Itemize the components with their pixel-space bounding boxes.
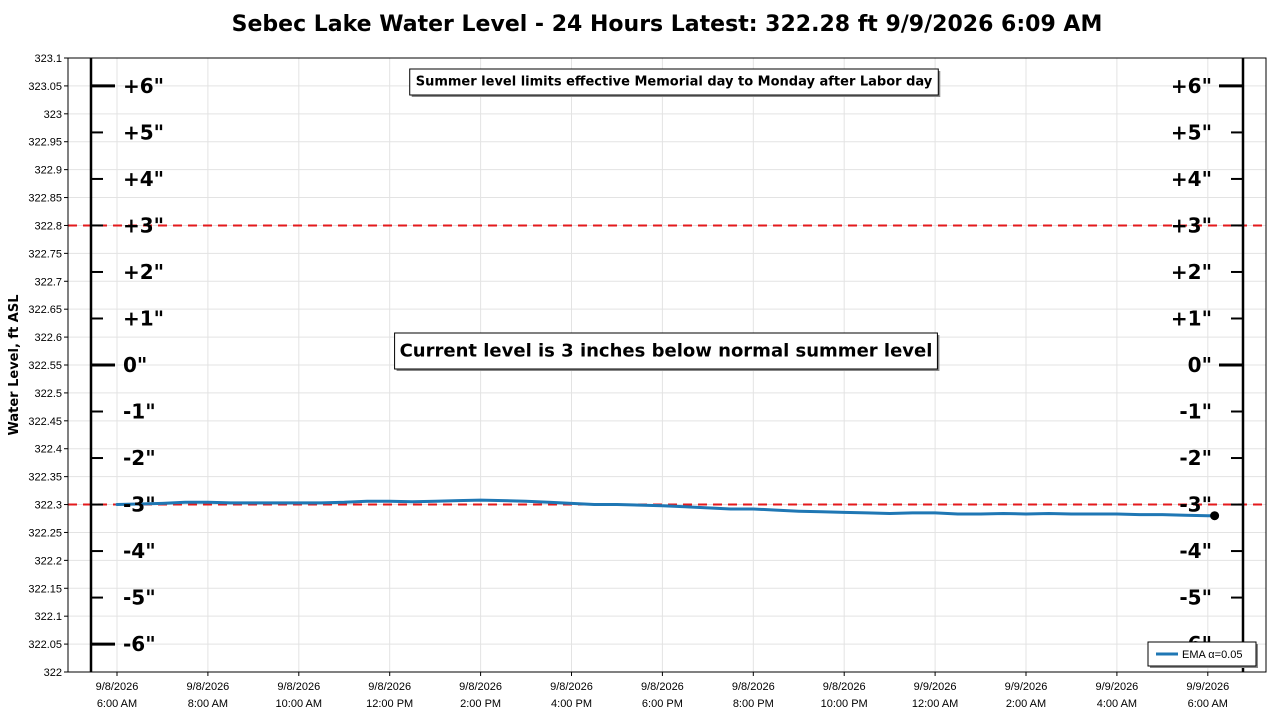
- x-tick-label-time: 2:00 PM: [460, 698, 501, 710]
- y-tick-label: 322.2: [34, 555, 62, 567]
- inch-label-right: -1": [1179, 400, 1212, 424]
- x-tick-label-date: 9/8/2026: [550, 681, 593, 693]
- y-tick-label: 322.4: [34, 444, 62, 456]
- y-tick-label: 322.8: [34, 220, 62, 232]
- annotations: Summer level limits effective Memorial d…: [394, 68, 941, 371]
- inch-label-left: -2": [123, 446, 156, 470]
- x-tick-label-time: 12:00 AM: [912, 698, 958, 710]
- x-tick-label-date: 9/8/2026: [732, 681, 775, 693]
- x-tick-label-time: 10:00 PM: [821, 698, 868, 710]
- y-tick-label: 322.45: [28, 416, 62, 428]
- y-tick-label: 322.15: [28, 583, 62, 595]
- y-tick-label: 323: [44, 109, 62, 121]
- inch-label-left: +3": [123, 213, 164, 237]
- y-tick-label: 322.35: [28, 472, 62, 484]
- y-tick-labels: 322 322.05 322.1 322.15 322.2 322.25 322.3 322.…: [28, 53, 68, 679]
- y-tick-label: 322.7: [34, 276, 62, 288]
- y-tick-label: 322.6: [34, 332, 62, 344]
- y-tick-label: 322.3: [34, 500, 62, 512]
- inch-label-left: +6": [123, 74, 164, 98]
- inch-label-right: +2": [1171, 260, 1212, 284]
- x-tick-label-time: 4:00 AM: [1097, 698, 1137, 710]
- inch-label-left: +5": [123, 120, 164, 144]
- x-tick-label-date: 9/8/2026: [277, 681, 320, 693]
- inch-label-left: -4": [123, 539, 156, 563]
- x-tick-labels: 9/8/2026 6:00 AM 9/8/2026 8:00 AM 9/8/2026 10…: [96, 672, 1229, 710]
- legend-label: EMA α=0.05: [1182, 649, 1242, 661]
- x-tick-label-time: 12:00 PM: [366, 698, 413, 710]
- x-tick-label-date: 9/9/2026: [1005, 681, 1048, 693]
- inch-label-left: -1": [123, 400, 156, 424]
- series-layer: [115, 498, 1220, 521]
- y-tick-label: 322.1: [34, 611, 62, 623]
- inch-label-right: +6": [1171, 74, 1212, 98]
- inch-label-right: -5": [1179, 586, 1212, 610]
- y-tick-label: 322.05: [28, 639, 62, 651]
- chart-title: Sebec Lake Water Level - 24 Hours Latest…: [232, 12, 1103, 37]
- x-tick-label-date: 9/9/2026: [1095, 681, 1138, 693]
- x-tick-label-time: 10:00 AM: [276, 698, 322, 710]
- y-axis-label: Water Level, ft ASL: [7, 294, 22, 435]
- current-level-note-text: Current level is 3 inches below normal s…: [400, 341, 933, 362]
- inch-label-right: +5": [1171, 120, 1212, 144]
- legend: EMA α=0.05: [1147, 641, 1258, 668]
- summer-limits-note: Summer level limits effective Memorial d…: [409, 68, 941, 97]
- x-tick-label-time: 4:00 PM: [551, 698, 592, 710]
- y-tick-label: 322: [44, 667, 62, 679]
- x-tick-label-date: 9/8/2026: [368, 681, 411, 693]
- y-tick-label: 322.9: [34, 165, 62, 177]
- inch-label-right: +3": [1171, 213, 1212, 237]
- inch-label-right: -3": [1179, 493, 1212, 517]
- plot-frame: [67, 57, 1267, 673]
- summer-limits-note-box: [409, 68, 939, 96]
- x-tick-label-date: 9/9/2026: [914, 681, 957, 693]
- y-tick-label: 322.85: [28, 193, 62, 205]
- x-tick-label-time: 8:00 PM: [733, 698, 774, 710]
- inch-label-right: -2": [1179, 446, 1212, 470]
- y-tick-label: 323.05: [28, 81, 62, 93]
- inch-label-left: +1": [123, 306, 164, 330]
- y-tick-label: 322.65: [28, 304, 62, 316]
- current-level-note-box: [394, 332, 938, 370]
- inch-label-left: -3": [123, 493, 156, 517]
- y-tick-label: 323.1: [34, 53, 62, 65]
- inch-label-left: -5": [123, 586, 156, 610]
- inch-label-right: -4": [1179, 539, 1212, 563]
- latest-point-marker: [1210, 511, 1220, 521]
- y-tick-label: 322.55: [28, 360, 62, 372]
- inch-label-left: +4": [123, 167, 164, 191]
- x-tick-label-date: 9/8/2026: [641, 681, 684, 693]
- x-tick-label-time: 6:00 AM: [97, 698, 137, 710]
- inch-label-right: +1": [1171, 306, 1212, 330]
- x-tick-label-time: 2:00 AM: [1006, 698, 1046, 710]
- y-tick-label: 322.5: [34, 388, 62, 400]
- inch-label-right: +4": [1171, 167, 1212, 191]
- inch-label-right: 0": [1188, 353, 1212, 377]
- x-tick-label-date: 9/8/2026: [186, 681, 229, 693]
- y-tick-label: 322.75: [28, 248, 62, 260]
- x-tick-label-date: 9/8/2026: [96, 681, 139, 693]
- x-tick-label-date: 9/9/2026: [1186, 681, 1229, 693]
- x-tick-label-time: 8:00 AM: [188, 698, 228, 710]
- x-tick-label-date: 9/8/2026: [823, 681, 866, 693]
- series-line: [115, 498, 1217, 518]
- summer-limits-note-text: Summer level limits effective Memorial d…: [416, 75, 933, 90]
- inch-label-left: 0": [123, 353, 147, 377]
- current-level-note: Current level is 3 inches below normal s…: [394, 332, 940, 371]
- inch-label-left: +2": [123, 260, 164, 284]
- x-tick-label-time: 6:00 AM: [1188, 698, 1228, 710]
- x-tick-label-date: 9/8/2026: [459, 681, 502, 693]
- inch-label-left: -6": [123, 632, 156, 656]
- y-tick-label: 322.25: [28, 527, 62, 539]
- reference-lines: [68, 224, 1266, 506]
- y-tick-label: 322.95: [28, 137, 62, 149]
- x-tick-label-time: 6:00 PM: [642, 698, 683, 710]
